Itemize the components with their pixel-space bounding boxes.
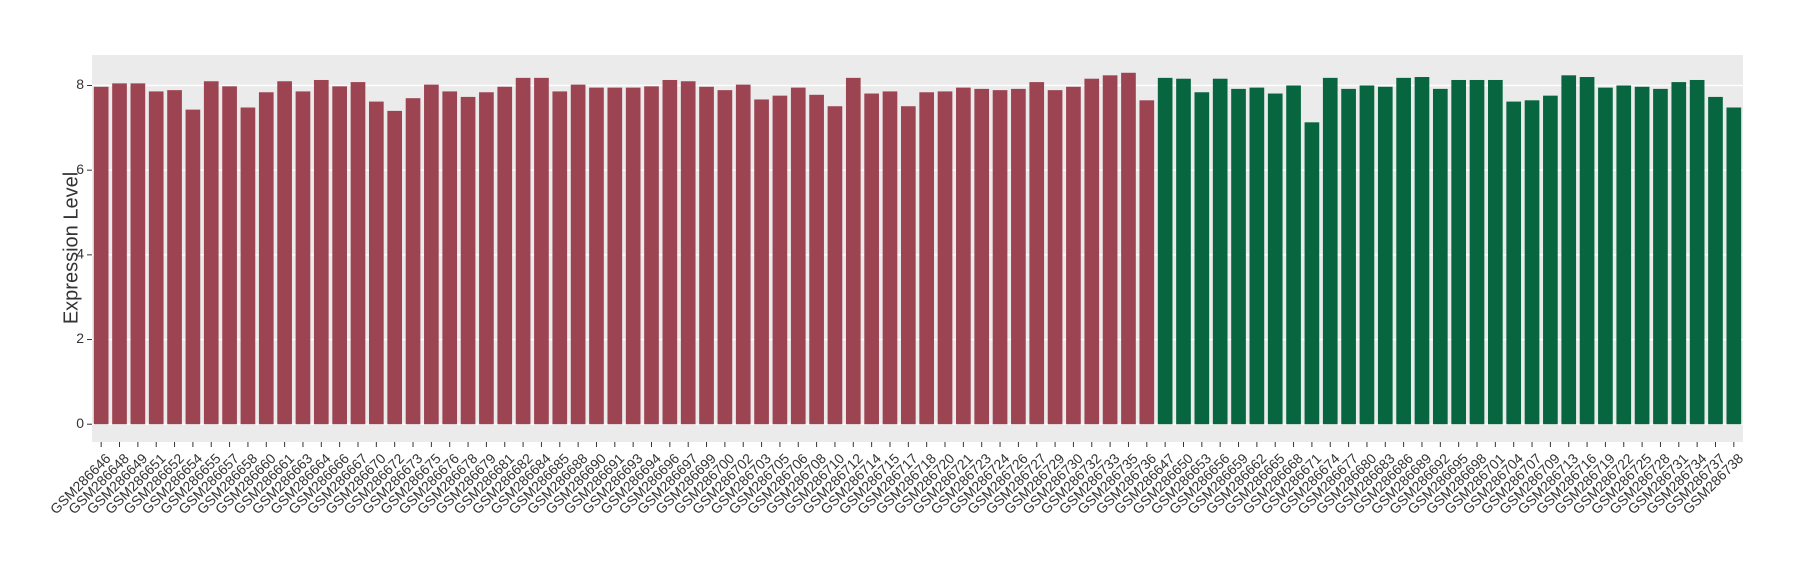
bar [956, 87, 971, 425]
bar [1671, 82, 1687, 425]
bar [1157, 77, 1173, 425]
bar [1286, 85, 1301, 425]
bar [1469, 79, 1485, 425]
bar [167, 90, 182, 425]
bar [203, 81, 219, 425]
bar [1341, 88, 1356, 425]
y-tick-label: 4 [76, 246, 84, 262]
bar [1634, 86, 1650, 425]
y-tick-label: 0 [76, 415, 84, 431]
bar [222, 86, 237, 425]
bar [1414, 77, 1430, 425]
bar [1451, 79, 1466, 425]
bar [790, 87, 806, 425]
bar [1176, 78, 1191, 425]
bar [479, 92, 494, 425]
bar [937, 91, 953, 425]
bar [1561, 75, 1577, 425]
bar [1066, 86, 1081, 425]
bar [1488, 79, 1503, 425]
bar [240, 107, 256, 425]
bar [900, 106, 916, 425]
bar [405, 98, 421, 425]
bar [442, 91, 458, 425]
bar [1231, 88, 1246, 425]
bar [295, 91, 311, 425]
bar [148, 91, 164, 425]
bar [607, 87, 623, 425]
bar [754, 99, 769, 425]
bar [1084, 78, 1100, 425]
bar [1432, 88, 1448, 425]
bar [112, 83, 127, 425]
bar [1047, 90, 1063, 425]
bar [313, 79, 329, 425]
y-tick-label: 2 [76, 330, 84, 346]
plot-panel [92, 55, 1743, 442]
bar [1396, 77, 1411, 425]
y-tick-label: 6 [76, 161, 84, 177]
bar [1726, 107, 1742, 425]
bar [1304, 122, 1320, 425]
bar [369, 101, 384, 425]
bar [534, 77, 549, 425]
bar [919, 92, 935, 425]
bar [515, 77, 531, 425]
bar [277, 81, 292, 425]
bar [93, 86, 109, 425]
bar [1543, 95, 1558, 425]
bar [827, 106, 843, 425]
bar [497, 86, 513, 425]
bar [772, 95, 788, 425]
bar [424, 84, 439, 425]
bar [974, 88, 990, 425]
bar [662, 79, 678, 425]
bar [735, 84, 751, 425]
bar [717, 90, 733, 425]
bar [1322, 77, 1338, 425]
bar [1029, 82, 1045, 425]
bar [1708, 96, 1723, 425]
bar [1194, 92, 1210, 425]
bar [1506, 101, 1522, 425]
bar [332, 86, 347, 425]
y-axis-title: Expression Level [60, 172, 82, 324]
bar [809, 94, 824, 425]
bar [258, 92, 274, 425]
bar [625, 87, 641, 425]
bar [570, 84, 586, 425]
bar [992, 90, 1008, 425]
bar [699, 86, 714, 425]
bar [589, 87, 604, 425]
bar [680, 81, 696, 425]
bar [130, 83, 146, 425]
bar [1359, 85, 1375, 425]
bar [1524, 100, 1540, 425]
bar [1689, 79, 1705, 425]
bar [387, 110, 403, 425]
bar [185, 109, 201, 425]
bar [1267, 93, 1283, 425]
bar [552, 91, 568, 425]
bar [864, 93, 879, 425]
bar [350, 82, 366, 425]
bar [460, 96, 476, 425]
bar [1249, 87, 1265, 425]
bar [1139, 100, 1155, 425]
bar [845, 77, 861, 425]
bar [644, 86, 659, 425]
y-tick-label: 8 [76, 76, 84, 92]
bar [1616, 85, 1632, 425]
bar [1598, 87, 1613, 425]
bar [1377, 86, 1393, 425]
bar [1011, 88, 1026, 425]
bar [1653, 88, 1668, 425]
bar [1212, 78, 1228, 425]
bar [1121, 72, 1136, 425]
bar [1579, 77, 1595, 425]
bar [1102, 75, 1118, 425]
bar [882, 91, 898, 425]
